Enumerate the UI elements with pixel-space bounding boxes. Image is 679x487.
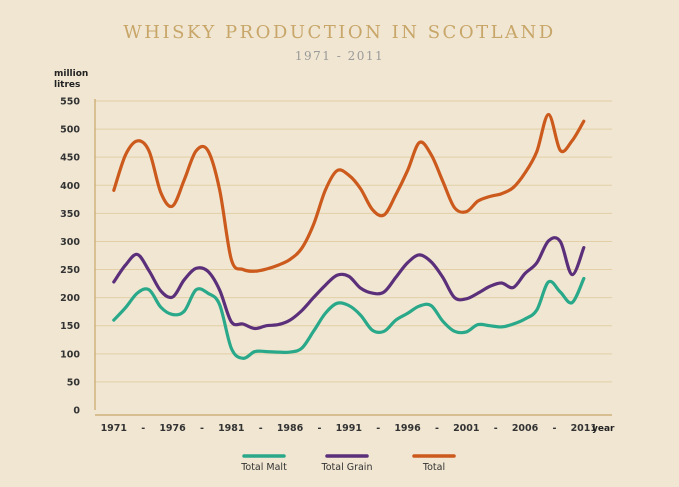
legend-label-total-malt: Total Malt <box>240 462 287 473</box>
y-tick-450: 450 <box>60 153 80 164</box>
chart-subtitle: 1971 - 2011 <box>294 49 385 63</box>
x-tick-2: 1976 <box>159 423 186 434</box>
chart-title: WHISKY PRODUCTION IN SCOTLAND <box>123 22 556 43</box>
y-tick-150: 150 <box>60 321 80 332</box>
x-tick-9: - <box>376 423 380 434</box>
y-axis-label-line2: litres <box>54 80 80 90</box>
y-tick-200: 200 <box>60 293 80 304</box>
x-tick-16: 2011 <box>571 423 597 434</box>
series-line-total-grain <box>112 236 586 331</box>
x-tick-12: 2001 <box>453 423 479 434</box>
y-tick-550: 550 <box>60 97 80 108</box>
y-tick-350: 350 <box>60 209 80 220</box>
x-tick-3: - <box>200 423 204 434</box>
x-axis-label: year <box>592 424 615 434</box>
gridlines <box>95 100 612 383</box>
series-line-total-malt <box>112 276 586 360</box>
y-tick-100: 100 <box>60 349 80 360</box>
y-axis-label-line1: million <box>54 69 88 79</box>
y-tick-labels: 0 50 100 150 200 250 300 350 400 450 500 550 <box>60 97 80 417</box>
x-tick-8: 1991 <box>336 423 362 434</box>
legend-label-total: Total <box>422 462 445 473</box>
x-tick-labels: 1971 - 1976 - 1981 - 1986 - 1991 - 1996 - 2001 - 2006 -… <box>101 423 597 434</box>
x-tick-7: - <box>317 423 321 434</box>
x-tick-0: 1971 <box>101 423 127 434</box>
x-tick-15: - <box>552 423 556 434</box>
series-line-total <box>112 112 586 273</box>
x-tick-10: 1996 <box>394 423 421 434</box>
x-tick-14: 2006 <box>512 423 539 434</box>
x-tick-5: - <box>259 423 263 434</box>
x-tick-11: - <box>435 423 439 434</box>
y-tick-250: 250 <box>60 265 80 276</box>
x-tick-1: - <box>141 423 145 434</box>
x-tick-13: - <box>494 423 498 434</box>
legend: Total Malt Total Grain Total <box>240 454 456 473</box>
y-tick-400: 400 <box>60 181 80 192</box>
y-tick-50: 50 <box>67 377 81 388</box>
x-tick-4: 1981 <box>218 423 244 434</box>
series-lines <box>112 112 586 360</box>
y-tick-300: 300 <box>60 237 80 248</box>
axes <box>94 99 612 416</box>
x-tick-6: 1986 <box>277 423 304 434</box>
y-tick-500: 500 <box>60 125 80 136</box>
y-tick-0: 0 <box>73 406 80 417</box>
legend-label-total-grain: Total Grain <box>321 462 373 473</box>
